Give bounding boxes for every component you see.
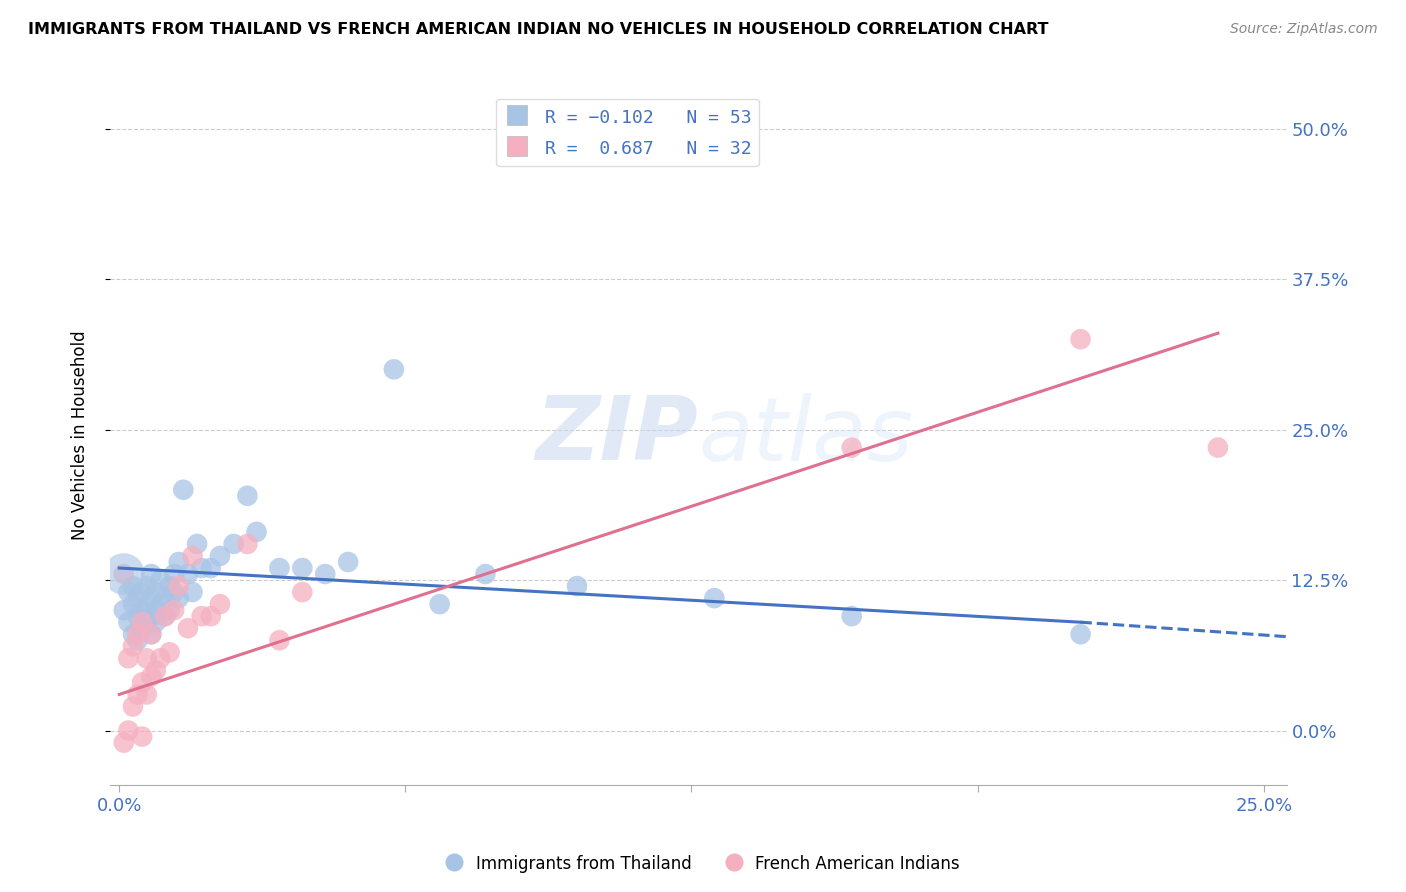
Point [135,688,157,702]
Point [135,579,157,593]
Point [122,579,145,593]
Point [112,603,135,617]
Point [159,603,181,617]
Text: Source: ZipAtlas.com: Source: ZipAtlas.com [1230,22,1378,37]
Text: ZIP: ZIP [536,392,699,479]
Point [153,591,176,606]
Point [135,651,157,665]
Text: atlas: atlas [699,392,914,478]
Point [131,585,153,599]
Point [1070,627,1092,641]
Point [429,597,451,611]
Point [177,621,200,635]
Point [127,688,149,702]
Point [141,567,163,582]
Point [200,609,222,624]
Point [565,579,588,593]
Point [117,585,139,599]
Point [208,549,231,563]
Point [127,591,149,606]
Point [181,549,204,563]
Point [112,736,135,750]
Point [163,567,186,582]
Point [269,633,291,648]
Point [117,723,139,738]
Point [474,567,496,582]
Point [208,597,231,611]
Point [122,699,145,714]
Point [236,489,259,503]
Point [1070,332,1092,346]
Point [131,621,153,635]
Point [172,483,194,497]
Point [122,640,145,654]
Point [337,555,360,569]
Point [841,441,863,455]
Point [167,555,190,569]
Point [122,627,145,641]
Point [703,591,725,606]
Point [141,609,163,624]
Point [122,597,145,611]
Point [841,609,863,624]
Point [153,609,176,624]
Point [131,675,153,690]
Point [112,567,135,582]
Point [291,585,314,599]
Point [145,603,167,617]
Point [131,603,153,617]
Point [190,609,212,624]
Point [135,615,157,630]
Point [145,664,167,678]
Point [291,561,314,575]
Point [163,585,186,599]
Point [236,537,259,551]
Point [117,615,139,630]
Point [153,609,176,624]
Point [149,597,172,611]
Point [167,579,190,593]
Point [145,585,167,599]
Point [141,591,163,606]
Point [135,603,157,617]
Point [141,627,163,641]
Point [1206,441,1229,455]
Point [145,615,167,630]
Point [112,567,135,582]
Point [117,651,139,665]
Point [127,627,149,641]
Legend: Immigrants from Thailand, French American Indians: Immigrants from Thailand, French America… [440,848,966,880]
Point [163,603,186,617]
Point [141,669,163,683]
Point [190,561,212,575]
Point [186,537,208,551]
Point [127,609,149,624]
Point [382,362,405,376]
Point [245,524,267,539]
Y-axis label: No Vehicles in Household: No Vehicles in Household [72,331,89,541]
Point [149,651,172,665]
Point [127,633,149,648]
Point [131,730,153,744]
Point [141,627,163,641]
Point [181,585,204,599]
Point [269,561,291,575]
Point [167,591,190,606]
Point [159,645,181,659]
Point [177,567,200,582]
Point [314,567,336,582]
Text: IMMIGRANTS FROM THAILAND VS FRENCH AMERICAN INDIAN NO VEHICLES IN HOUSEHOLD CORR: IMMIGRANTS FROM THAILAND VS FRENCH AMERI… [28,22,1049,37]
Point [159,579,181,593]
Point [222,537,245,551]
Point [200,561,222,575]
Point [149,573,172,587]
Point [131,615,153,630]
Legend: R = −0.102   N = 53, R =  0.687   N = 32: R = −0.102 N = 53, R = 0.687 N = 32 [496,99,759,167]
